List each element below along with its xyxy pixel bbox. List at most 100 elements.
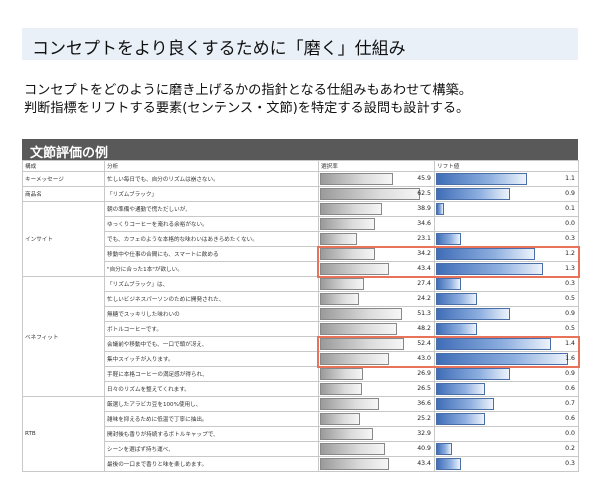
lift-value-value: 0.3: [565, 280, 575, 287]
evaluation-table: 構成 分析 選択率 リフト値 キーメッセージ 忙しい毎日でも、自分のリズムは崩さな…: [22, 160, 579, 472]
table-row: キーメッセージ 忙しい毎日でも、自分のリズムは崩さない。 45.9 1.1: [22, 171, 579, 187]
selection-rate-cell: 43.0: [318, 351, 435, 367]
selection-rate-cell: 45.9: [318, 171, 435, 187]
selection-rate-cell: 51.3: [318, 306, 435, 322]
phrase-text: でも、カフェのような本格的な味わいはあきらめたくない。: [104, 231, 319, 247]
phrase-text: 手軽に本格コーヒーの満足感が得られ、: [104, 366, 319, 382]
table-row: 手軽に本格コーヒーの満足感が得られ、 26.9 0.9: [23, 366, 579, 382]
selection-rate-value: 26.9: [417, 370, 431, 377]
lift-value-bar: [436, 323, 478, 335]
selection-rate-bar: [320, 398, 379, 410]
lift-value-value: 0.0: [565, 220, 575, 227]
description-line-2: 判断指標をリフトする要素(センテンス・文節)を特定する設問も設計する。: [24, 101, 470, 116]
lift-value-cell: 0.6: [434, 411, 579, 427]
lift-value-cell: 0.5: [434, 321, 579, 337]
lift-value-cell: 0.5: [434, 291, 579, 307]
table-row: 最後の一口まで香りと味を楽しめます。 43.4 0.3: [23, 456, 579, 472]
table-row: 開封後も香りが持続するボトルキャップで、 32.9 0.0: [23, 426, 579, 442]
selection-rate-cell: 34.6: [318, 216, 435, 232]
selection-rate-cell: 26.9: [318, 366, 435, 382]
group-label: キーメッセージ: [22, 171, 105, 187]
selection-rate-bar: [320, 308, 403, 320]
selection-rate-bar: [320, 203, 383, 215]
selection-rate-cell: 26.5: [318, 381, 435, 397]
selection-rate-value: 62.5: [417, 190, 431, 197]
phrase-evaluation-table: 文節評価の例 構成 分析 選択率 リフト値 キーメッセージ 忙しい毎日でも、自分の…: [22, 139, 580, 485]
lift-value-cell: 0.1: [434, 201, 579, 217]
lift-value-cell: 1.3: [434, 261, 579, 277]
selection-rate-value: 43.4: [417, 460, 431, 467]
table-body: キーメッセージ 忙しい毎日でも、自分のリズムは崩さない。 45.9 1.1 商品名 「リズ…: [22, 171, 579, 472]
lift-value-value: 0.3: [565, 235, 575, 242]
table-row: 商品名 「リズムブラック」 62.5 0.9: [22, 186, 579, 202]
lift-value-bar: [436, 248, 535, 260]
phrase-text: 集中スイッチが入ります。: [104, 351, 319, 367]
lift-value-value: 0.2: [565, 445, 575, 452]
selection-rate-bar: [320, 323, 398, 335]
selection-rate-bar: [320, 383, 363, 395]
table-row: 集中スイッチが入ります。 43.0 1.6: [23, 351, 579, 367]
lift-value-cell: 1.4: [434, 336, 579, 352]
lift-value-cell: 1.1: [434, 171, 579, 187]
lift-value-cell: 1.2: [434, 246, 579, 262]
selection-rate-bar: [320, 278, 364, 290]
selection-rate-bar: [320, 218, 376, 230]
group-label: RTB: [22, 396, 105, 472]
selection-rate-value: 43.0: [417, 355, 431, 362]
phrase-text: 最後の一口まで香りと味を楽しめます。: [104, 456, 319, 472]
selection-rate-cell: 52.4: [318, 336, 435, 352]
lift-value-bar: [436, 173, 527, 185]
selection-rate-cell: 36.6: [318, 396, 435, 412]
table-row: 移動中や仕事の合間にも、スマートに飲める 34.2 1.2: [23, 246, 579, 262]
table-row: ボトルコーヒーです。 48.2 0.5: [23, 321, 579, 337]
lift-value-bar: [436, 338, 552, 350]
group-label: ベネフィット: [22, 276, 105, 397]
lift-value-bar: [436, 263, 544, 275]
selection-rate-value: 45.9: [417, 175, 431, 182]
phrase-text: ボトルコーヒーです。: [104, 321, 319, 337]
lift-value-cell: 0.6: [434, 381, 579, 397]
table-row: 忙しいビジネスパーソンのために開発された、 24.2 0.5: [23, 291, 579, 307]
selection-rate-value: 43.4: [417, 265, 431, 272]
lift-value-value: 0.9: [565, 370, 575, 377]
table-row: ベネフィット 「リズムブラック」は、 27.4 0.3: [22, 276, 579, 397]
lift-value-bar: [436, 458, 461, 470]
phrase-text: 厳選したアラビカ豆を100%使用し、: [104, 396, 319, 412]
description: コンセプトをどのように磨き上げるかの指針となる仕組みもあわせて構築。 判断指標を…: [24, 82, 584, 118]
selection-rate-value: 34.2: [417, 250, 431, 257]
selection-rate-bar: [320, 428, 373, 440]
lift-value-value: 0.7: [565, 400, 575, 407]
selection-rate-value: 34.6: [417, 220, 431, 227]
lift-value-value: 0.9: [565, 310, 575, 317]
lift-value-value: 0.5: [565, 325, 575, 332]
selection-rate-bar: [320, 353, 389, 365]
phrase-text: 日々のリズムを整えてくれます。: [104, 381, 319, 397]
phrase-text: 開封後も香りが持続するボトルキャップで、: [104, 426, 319, 442]
page-title-text: コンセプトをより良くするために「磨く」仕組み: [32, 39, 406, 59]
selection-rate-bar: [320, 413, 361, 425]
lift-value-bar: [436, 233, 461, 245]
selection-rate-bar: [320, 443, 386, 455]
phrase-text: 会議前や移動中でも、一口で頭が冴え、: [104, 336, 319, 352]
selection-rate-cell: 34.2: [318, 246, 435, 262]
selection-rate-bar: [320, 173, 394, 185]
table-row: インサイト 朝の準備や通勤で慌ただしいが、 38.9 0.1: [22, 201, 579, 277]
table-row: 日々のリズムを整えてくれます。 26.5 0.6: [23, 381, 579, 397]
selection-rate-bar: [320, 293, 359, 305]
header-analysis: 分析: [104, 160, 319, 172]
selection-rate-value: 51.3: [417, 310, 431, 317]
table-title: 文節評価の例: [22, 139, 578, 161]
phrase-text: 「リズムブラック」は、: [104, 276, 319, 292]
lift-value-value: 0.6: [565, 385, 575, 392]
phrase-text: 忙しい毎日でも、自分のリズムは崩さない。: [104, 171, 319, 187]
lift-value-value: 1.1: [565, 175, 575, 182]
phrase-text: シーンを選ばず持ち運べ、: [104, 441, 319, 457]
phrase-text: 朝の準備や通勤で慌ただしいが、: [104, 201, 319, 217]
selection-rate-cell: 43.4: [318, 261, 435, 277]
lift-value-bar: [436, 278, 461, 290]
table-row: "自分に合った1本"が欲しい。 43.4 1.3: [23, 261, 579, 277]
selection-rate-value: 24.2: [417, 295, 431, 302]
selection-rate-value: 27.4: [417, 280, 431, 287]
lift-value-bar: [436, 398, 494, 410]
group-label: インサイト: [22, 201, 105, 277]
